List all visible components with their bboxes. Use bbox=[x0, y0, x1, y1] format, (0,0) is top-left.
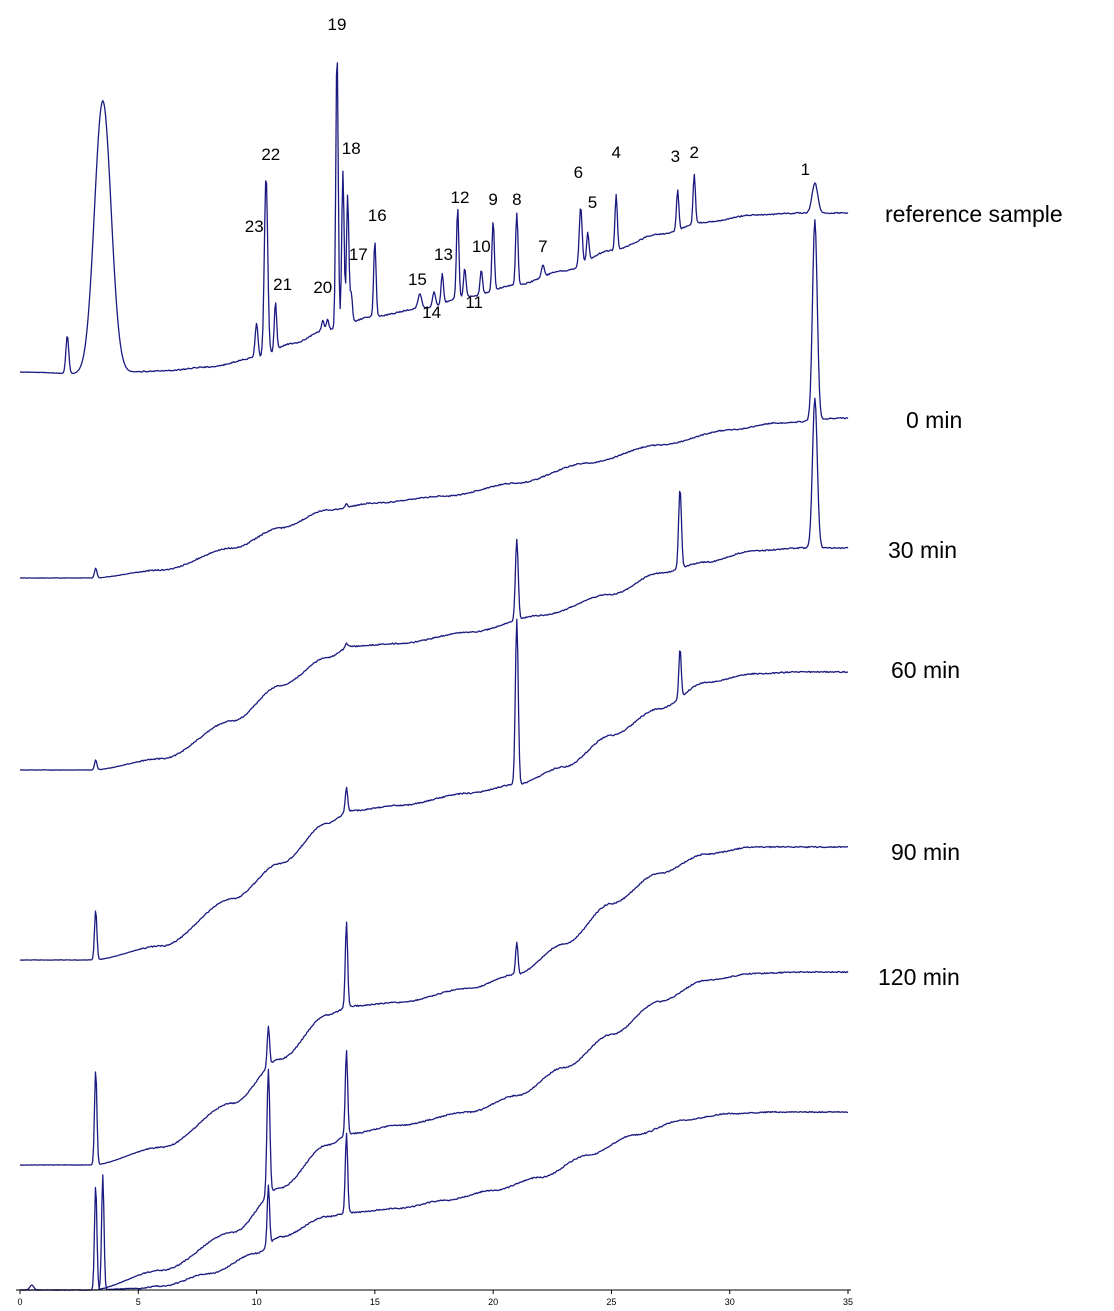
peak-label-2: 2 bbox=[689, 143, 698, 162]
peak-label-22: 22 bbox=[261, 145, 280, 164]
trace-line-0 bbox=[19, 62, 849, 375]
peak-label-9: 9 bbox=[488, 190, 497, 209]
trace-line-2 bbox=[19, 397, 849, 771]
trace-line-4 bbox=[19, 845, 849, 1166]
trace-label-120min: 120 min bbox=[878, 964, 960, 990]
peak-label-6: 6 bbox=[574, 163, 583, 182]
peak-label-16: 16 bbox=[368, 206, 387, 225]
x-tick-label-35: 35 bbox=[843, 1297, 853, 1307]
trace-label-60min: 60 min bbox=[891, 657, 960, 683]
trace-label-0min: 0 min bbox=[906, 407, 962, 433]
peak-label-20: 20 bbox=[313, 278, 332, 297]
trace-line-1 bbox=[19, 219, 849, 579]
peak-label-11: 11 bbox=[465, 293, 483, 312]
x-tick-group: 0 5 10 15 20 25 30 35 bbox=[17, 1290, 853, 1307]
peak-label-4: 4 bbox=[611, 143, 620, 162]
peak-label-14: 14 bbox=[422, 303, 441, 322]
peak-label-15: 15 bbox=[408, 270, 427, 289]
trace-group bbox=[19, 62, 849, 1291]
peak-label-23: 23 bbox=[245, 217, 264, 236]
peak-label-5: 5 bbox=[588, 193, 597, 212]
trace-line-3 bbox=[19, 618, 849, 961]
x-tick-label-5: 5 bbox=[136, 1297, 141, 1307]
peak-label-18: 18 bbox=[342, 139, 361, 158]
x-tick-label-30: 30 bbox=[725, 1297, 735, 1307]
x-tick-label-15: 15 bbox=[370, 1297, 380, 1307]
trace-label-group: reference sample 0 min 30 min 60 min 90 … bbox=[878, 201, 1063, 990]
trace-label-30min: 30 min bbox=[888, 537, 957, 563]
peak-label-21: 21 bbox=[273, 275, 292, 294]
peak-label-8: 8 bbox=[512, 190, 521, 209]
x-tick-label-20: 20 bbox=[488, 1297, 498, 1307]
peak-label-19: 19 bbox=[328, 15, 347, 34]
x-tick-label-10: 10 bbox=[252, 1297, 262, 1307]
peak-label-17: 17 bbox=[349, 245, 368, 264]
trace-label-reference: reference sample bbox=[885, 201, 1063, 227]
peak-label-10: 10 bbox=[472, 237, 491, 256]
trace-line-5 bbox=[19, 970, 849, 1291]
x-tick-label-25: 25 bbox=[606, 1297, 616, 1307]
trace-label-90min: 90 min bbox=[891, 839, 960, 865]
x-tick-label-0: 0 bbox=[17, 1297, 22, 1307]
trace-line-6 bbox=[19, 1110, 849, 1291]
peak-label-12: 12 bbox=[451, 188, 470, 207]
peak-label-7: 7 bbox=[538, 237, 547, 256]
peak-label-3: 3 bbox=[671, 147, 680, 166]
peak-label-1: 1 bbox=[801, 160, 810, 179]
peak-label-13: 13 bbox=[434, 245, 453, 264]
